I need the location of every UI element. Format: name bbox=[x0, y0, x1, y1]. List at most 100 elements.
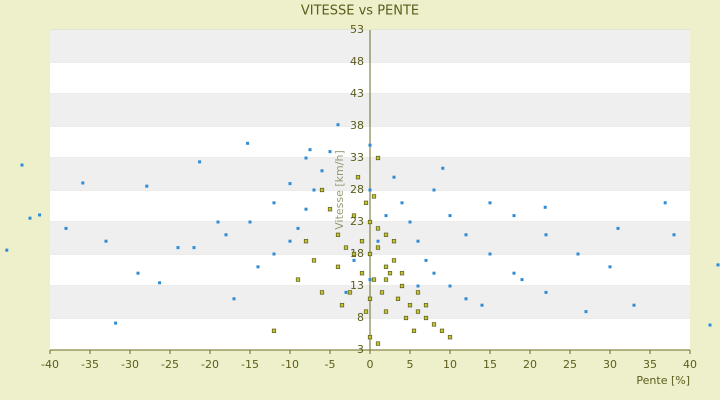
point bbox=[367, 219, 373, 225]
point bbox=[608, 265, 612, 269]
point bbox=[288, 182, 292, 186]
point bbox=[158, 281, 162, 285]
point bbox=[319, 290, 325, 295]
x-tick-label: 30 bbox=[603, 358, 617, 371]
point bbox=[248, 220, 252, 224]
point bbox=[224, 233, 228, 237]
x-tick-label: 5 bbox=[407, 358, 414, 371]
point bbox=[272, 252, 276, 256]
point bbox=[439, 328, 445, 333]
point bbox=[371, 194, 377, 199]
point bbox=[399, 283, 405, 289]
point bbox=[403, 315, 409, 321]
point bbox=[375, 226, 381, 231]
point bbox=[416, 284, 420, 288]
point bbox=[308, 148, 312, 152]
point bbox=[114, 321, 118, 325]
point bbox=[544, 290, 548, 294]
y-axis-label: Vitesse [km/h] bbox=[333, 150, 346, 230]
point bbox=[359, 271, 365, 276]
point bbox=[304, 156, 308, 160]
chart-title: VITESSE vs PENTE bbox=[301, 4, 419, 19]
point bbox=[375, 245, 381, 250]
point bbox=[544, 233, 548, 237]
point bbox=[672, 233, 676, 237]
point bbox=[328, 150, 332, 154]
y-tick-label: 8 bbox=[357, 311, 364, 324]
point bbox=[145, 184, 149, 188]
point bbox=[38, 213, 42, 217]
x-tick-label: -40 bbox=[41, 358, 59, 371]
point bbox=[384, 214, 388, 218]
point bbox=[28, 216, 32, 220]
point bbox=[395, 296, 401, 301]
point bbox=[359, 239, 365, 244]
point bbox=[408, 220, 412, 224]
y-tick-label: 53 bbox=[350, 23, 364, 36]
point bbox=[391, 258, 397, 263]
point bbox=[383, 264, 389, 269]
y-tick-label: 23 bbox=[350, 215, 364, 228]
y-tick-label: 28 bbox=[350, 183, 364, 196]
y-tick-label: 18 bbox=[350, 247, 364, 260]
y-tick-label: 43 bbox=[350, 87, 364, 100]
x-tick-label: -5 bbox=[325, 358, 336, 371]
point bbox=[464, 233, 468, 237]
point bbox=[632, 303, 636, 307]
point bbox=[216, 220, 220, 224]
point bbox=[584, 310, 588, 314]
point bbox=[512, 214, 516, 218]
point bbox=[616, 226, 620, 230]
point bbox=[375, 155, 381, 161]
point bbox=[424, 258, 428, 262]
point bbox=[576, 252, 580, 256]
point bbox=[351, 213, 357, 218]
point bbox=[400, 201, 404, 205]
point bbox=[368, 278, 372, 282]
y-tick-label: 13 bbox=[350, 279, 364, 292]
point bbox=[5, 248, 9, 252]
point bbox=[488, 201, 492, 205]
point bbox=[352, 258, 356, 262]
point bbox=[411, 328, 417, 333]
point bbox=[464, 297, 468, 301]
point bbox=[371, 277, 377, 282]
point bbox=[383, 309, 389, 314]
point bbox=[335, 264, 341, 269]
point bbox=[383, 232, 389, 237]
point bbox=[136, 271, 140, 275]
point bbox=[716, 263, 720, 267]
point bbox=[379, 290, 385, 295]
point bbox=[176, 246, 180, 250]
point bbox=[351, 251, 357, 257]
x-tick-label: -35 bbox=[81, 358, 99, 371]
point bbox=[335, 232, 341, 237]
x-tick-label: 0 bbox=[367, 358, 374, 371]
point bbox=[447, 335, 453, 340]
point bbox=[415, 290, 421, 295]
point bbox=[431, 322, 437, 327]
point bbox=[312, 188, 316, 192]
x-tick-label: 10 bbox=[443, 358, 457, 371]
point bbox=[198, 160, 202, 164]
point bbox=[441, 166, 445, 170]
point bbox=[432, 188, 436, 192]
point bbox=[432, 271, 436, 275]
point bbox=[104, 239, 108, 243]
x-tick-label: 15 bbox=[483, 358, 497, 371]
x-tick-label: -25 bbox=[161, 358, 179, 371]
point bbox=[663, 201, 667, 205]
point bbox=[363, 200, 369, 205]
y-tick-label: 48 bbox=[350, 55, 364, 68]
x-tick-label: 35 bbox=[643, 358, 657, 371]
point bbox=[368, 188, 372, 192]
point bbox=[304, 207, 308, 211]
point bbox=[343, 245, 349, 250]
point bbox=[376, 239, 380, 243]
point bbox=[64, 226, 68, 230]
point bbox=[296, 226, 300, 230]
point bbox=[320, 169, 324, 173]
point bbox=[319, 187, 325, 193]
point bbox=[448, 284, 452, 288]
